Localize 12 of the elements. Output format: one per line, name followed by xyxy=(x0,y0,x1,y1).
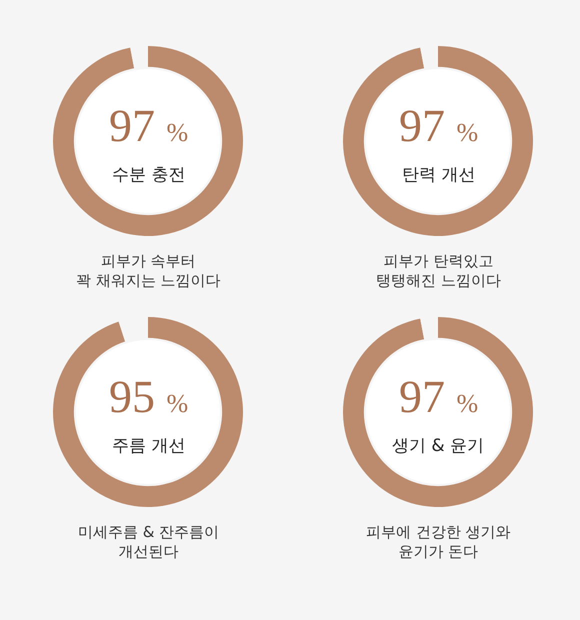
text: 수분 충전 xyxy=(112,165,186,185)
text: 피부가 속부터 꽉 채워지는 느낌이다 xyxy=(76,252,221,290)
data-label: 97 % xyxy=(399,100,478,151)
data-label: 97 % xyxy=(109,100,188,151)
text: 주름 개선 xyxy=(112,436,186,456)
text: 미세주름 & 잔주름이 개선된다 xyxy=(78,523,220,560)
text: 생기 & 윤기 xyxy=(392,436,484,456)
text: 피부에 건강한 생기와 윤기가 돈다 xyxy=(366,523,511,560)
text: 탄력 개선 xyxy=(402,165,476,185)
text: 피부가 탄력있고 탱탱해진 느낌이다 xyxy=(376,252,501,290)
data-label: 95 % xyxy=(109,371,188,422)
data-label: 97 % xyxy=(399,371,478,422)
